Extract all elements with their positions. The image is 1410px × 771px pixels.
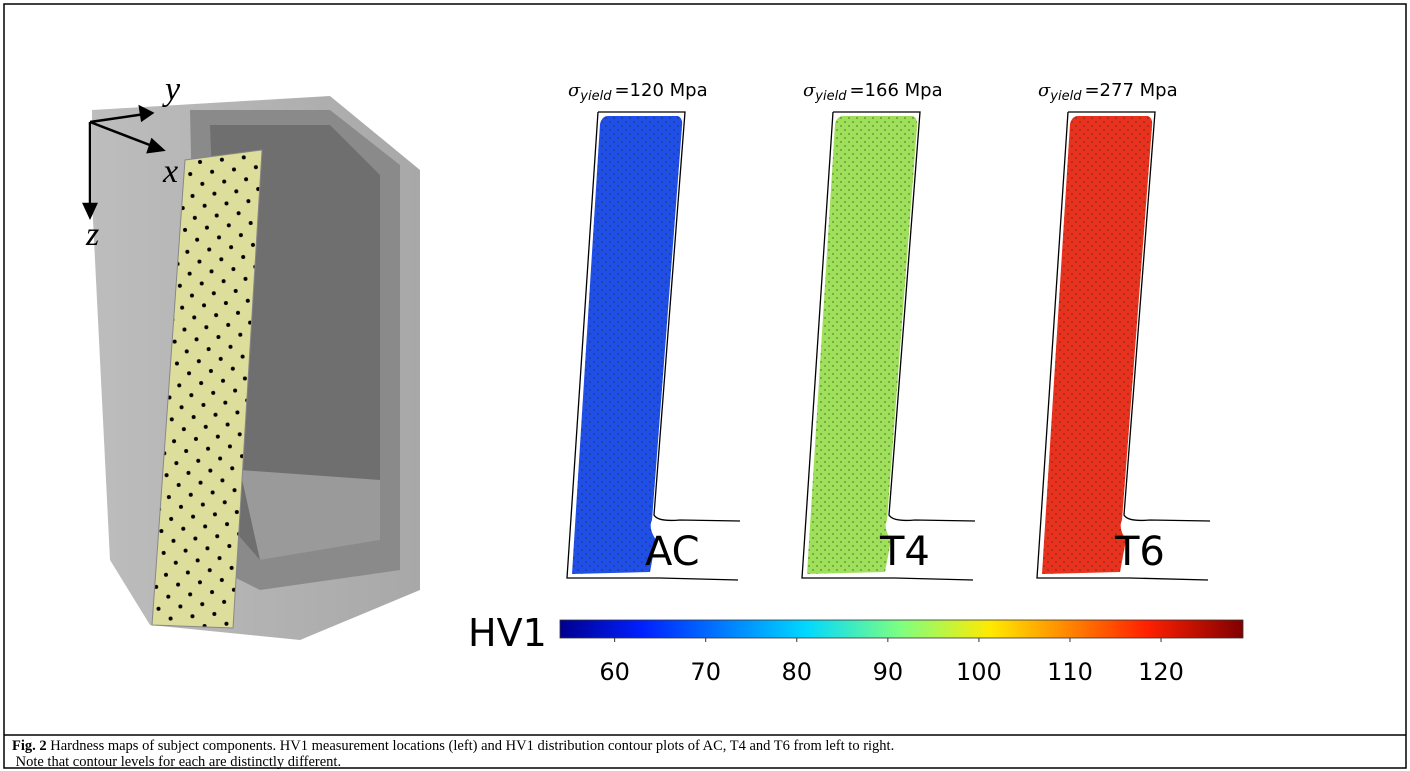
panel-label: AC xyxy=(645,529,700,575)
tick-label: 60 xyxy=(599,658,630,686)
subscript: yield xyxy=(1049,89,1082,104)
yield-value: =120 Mpa xyxy=(614,80,707,101)
measure-dots xyxy=(572,116,682,574)
tick-label: 120 xyxy=(1138,658,1184,686)
sigma: σ xyxy=(803,80,816,101)
axis-label: x xyxy=(162,153,178,190)
caption-text: Note that contour levels for each are di… xyxy=(16,754,341,770)
yield-label: σyield=166 Mpa xyxy=(803,80,943,104)
colorbar xyxy=(560,620,1243,638)
yield-label: σyield=120 Mpa xyxy=(568,80,708,104)
contour-panel: T4 σyield=166 Mpa xyxy=(802,80,975,580)
measure-dots xyxy=(807,116,917,574)
axis-label: z xyxy=(85,216,99,253)
panel-label: T6 xyxy=(1114,529,1165,575)
yield-value: =166 Mpa xyxy=(849,80,942,101)
caption-label: Fig. 2 xyxy=(12,738,47,754)
caption: Fig. 2 Hardness maps of subject componen… xyxy=(12,738,1402,770)
sigma: σ xyxy=(1038,80,1051,101)
yield-label: σyield=277 Mpa xyxy=(1038,80,1178,104)
page: y x z ACσyield=120 MpaT4σyield=166 MpaT6… xyxy=(0,0,1410,771)
caption-text: Hardness maps of subject components. HV1… xyxy=(50,738,894,754)
figure: y x z ACσyield=120 MpaT4σyield=166 MpaT6… xyxy=(0,0,1410,771)
tick-label: 90 xyxy=(873,658,904,686)
measure-dots xyxy=(1042,116,1152,574)
tick-label: 100 xyxy=(956,658,1002,686)
contour-panel: AC σyield=120 Mpa xyxy=(567,80,740,580)
part-model xyxy=(92,96,420,640)
tick-label: 110 xyxy=(1047,658,1093,686)
tick-label: 70 xyxy=(690,658,721,686)
contour-panel: T6 σyield=277 Mpa xyxy=(1037,80,1210,580)
subscript: yield xyxy=(579,89,612,104)
subscript: yield xyxy=(814,89,847,104)
tick-label: 80 xyxy=(781,658,812,686)
colorbar-label: HV1 xyxy=(468,611,547,655)
sigma: σ xyxy=(568,80,581,101)
panel-label: T4 xyxy=(879,529,930,575)
axis-label: y xyxy=(162,71,181,108)
yield-value: =277 Mpa xyxy=(1084,80,1177,101)
